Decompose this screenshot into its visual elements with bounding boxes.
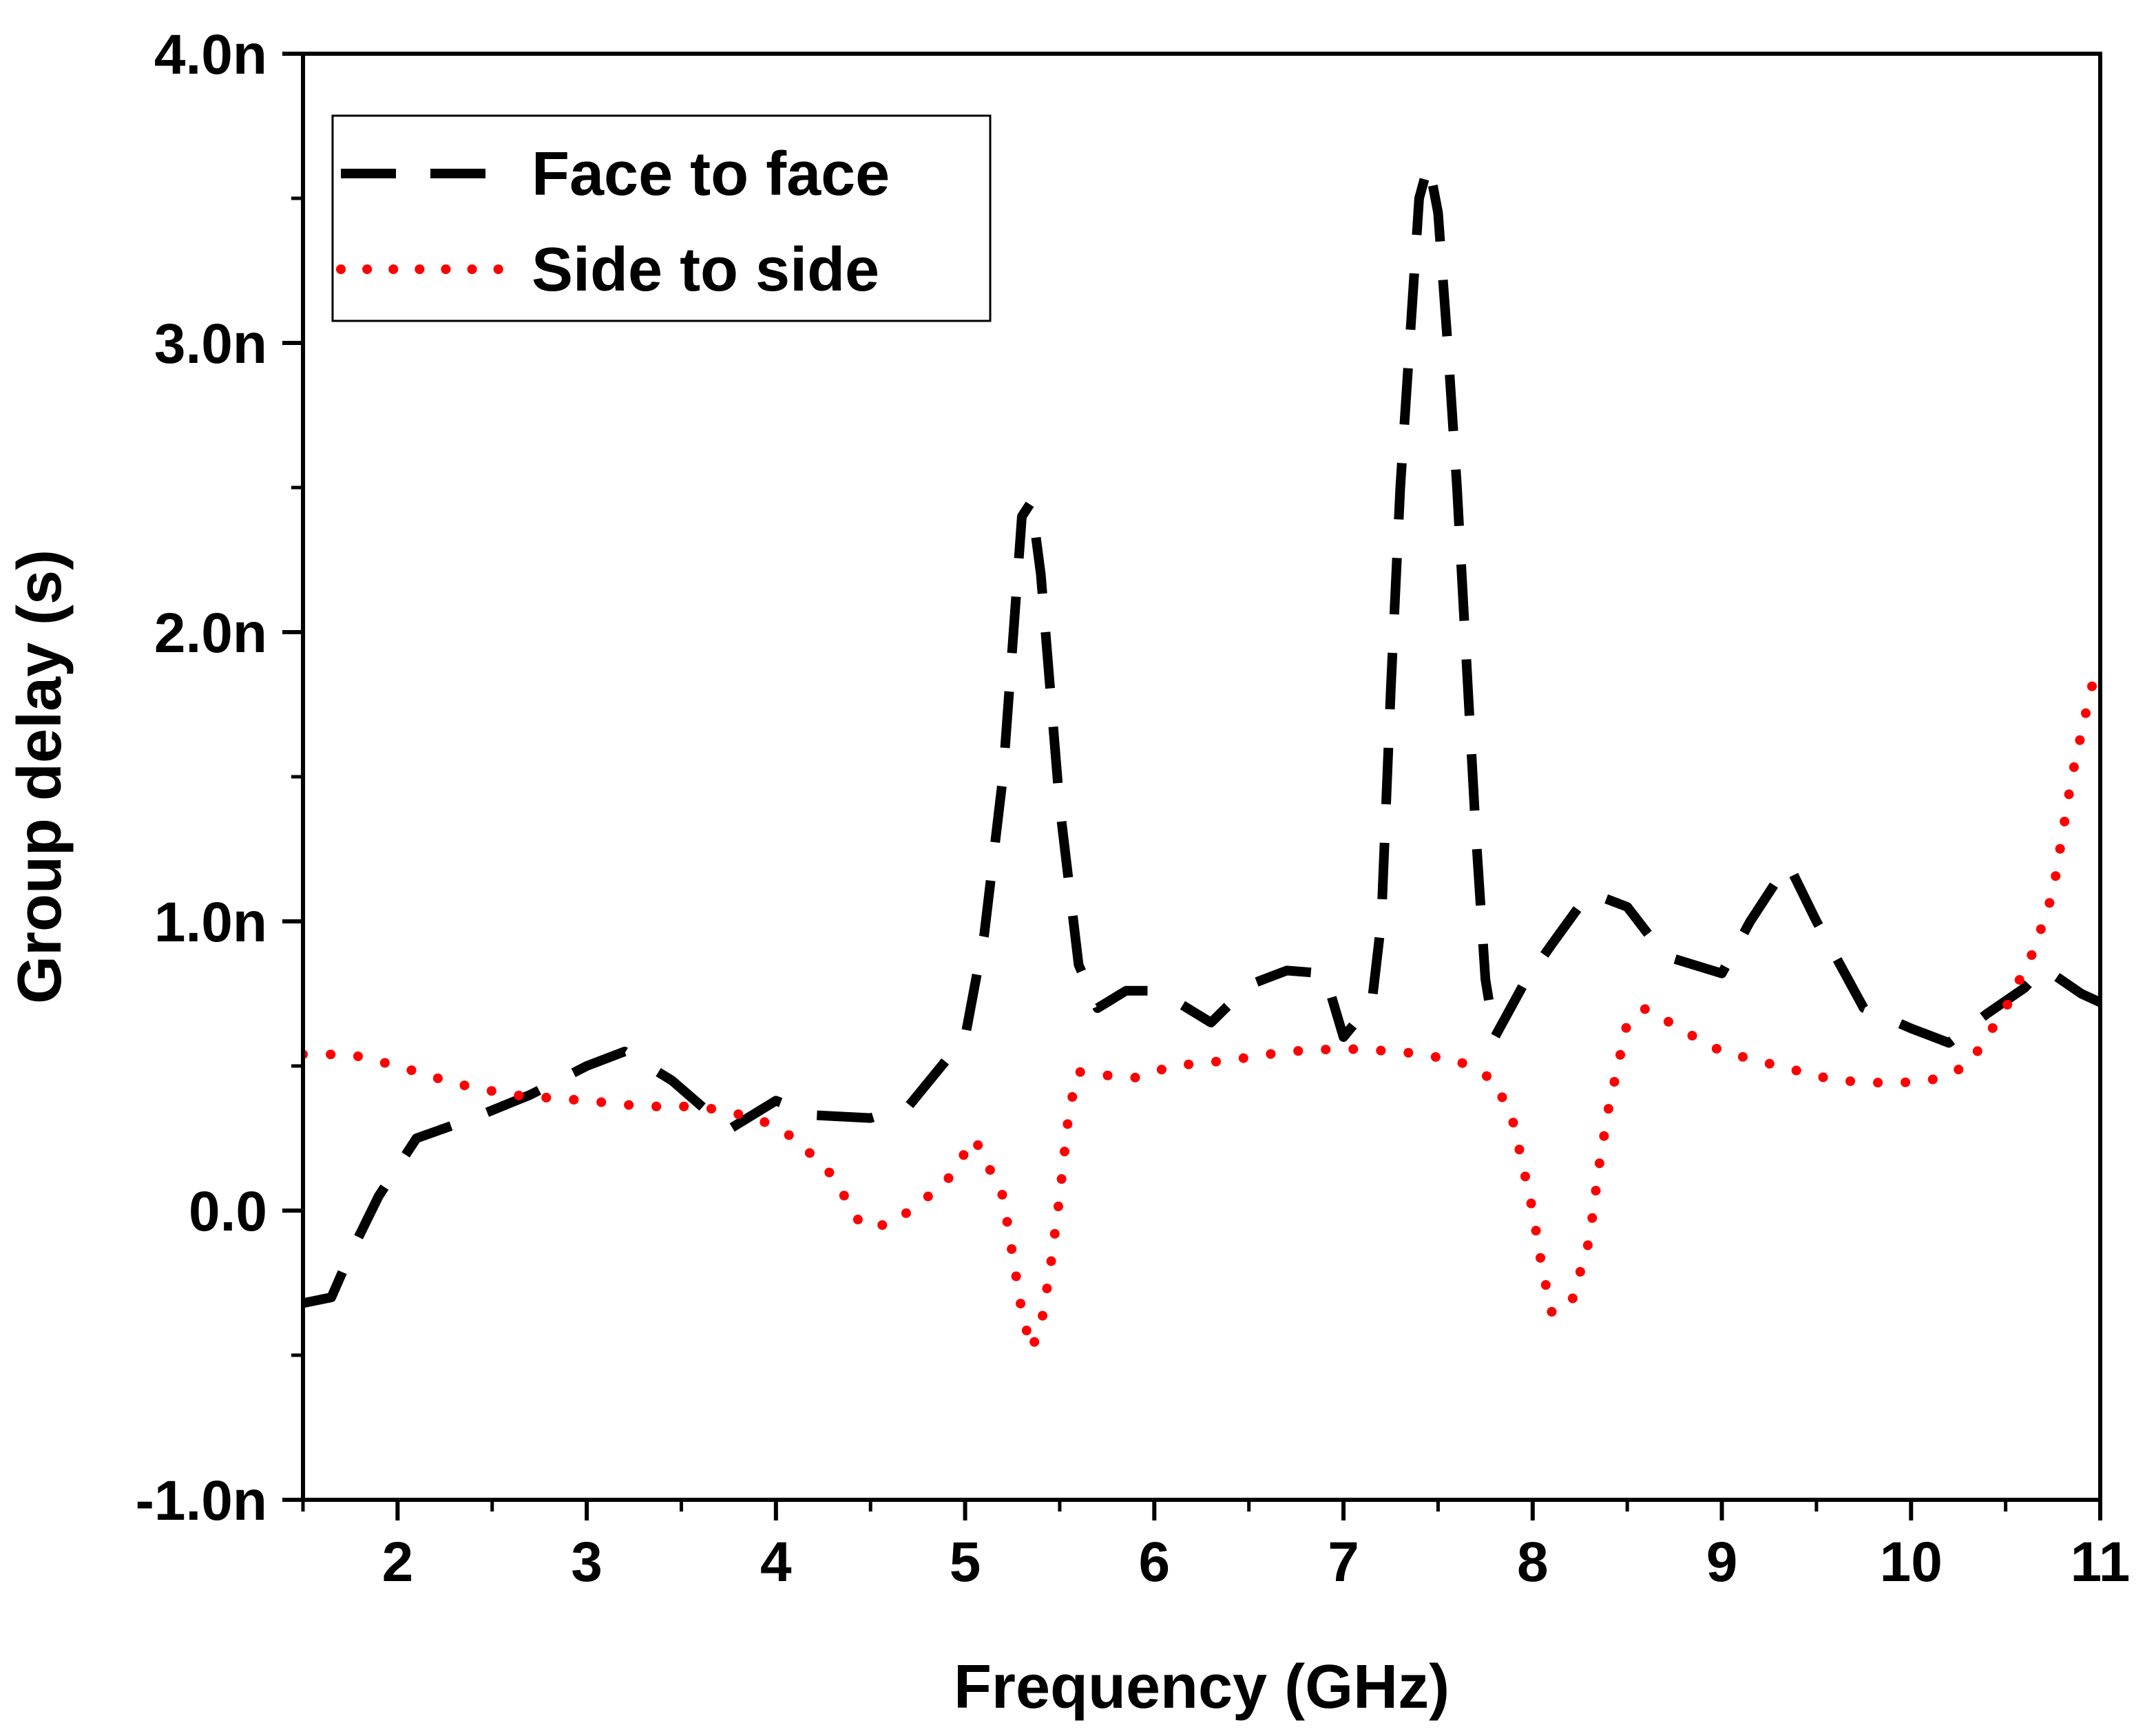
legend: Face to face Side to side [331,114,992,322]
y-axis-title: Group delay (s) [6,550,74,1004]
legend-box [331,114,992,322]
legend-label-side-to-side: Side to side [532,236,879,304]
x-tick-label: 3 [571,1531,603,1593]
legend-label-face-to-face: Face to face [532,140,890,209]
x-tick-label: 5 [950,1531,981,1593]
y-tick-label: 3.0n [154,313,267,375]
x-tick-label: 7 [1328,1531,1359,1593]
plot-frame [301,52,2102,1502]
y-tick-label: 2.0n [154,602,267,665]
series-layer [303,158,2100,1355]
x-axis-ticks: 2 3 4 5 6 7 8 9 10 11 [301,1500,2131,1593]
x-axis-title: Frequency (GHz) [954,1653,1449,1722]
x-tick-label: 11 [2071,1531,2131,1593]
series-line-side-to-side [303,656,2100,1355]
y-tick-label: -1.0n [136,1470,267,1532]
x-tick-label: 8 [1517,1531,1549,1593]
x-tick-label: 10 [1880,1531,1943,1593]
x-tick-label: 9 [1706,1531,1738,1593]
y-axis-ticks: -1.0n 0.0 1.0n 2.0n 3.0n 4.0n [136,23,303,1532]
series-line-face-to-face [303,158,2100,1308]
y-tick-label: 0.0 [189,1180,267,1243]
y-tick-label: 4.0n [154,23,267,86]
x-tick-label: 2 [382,1531,414,1593]
x-tick-label: 4 [760,1531,792,1593]
x-tick-label: 6 [1139,1531,1171,1593]
y-tick-label: 1.0n [154,891,267,954]
